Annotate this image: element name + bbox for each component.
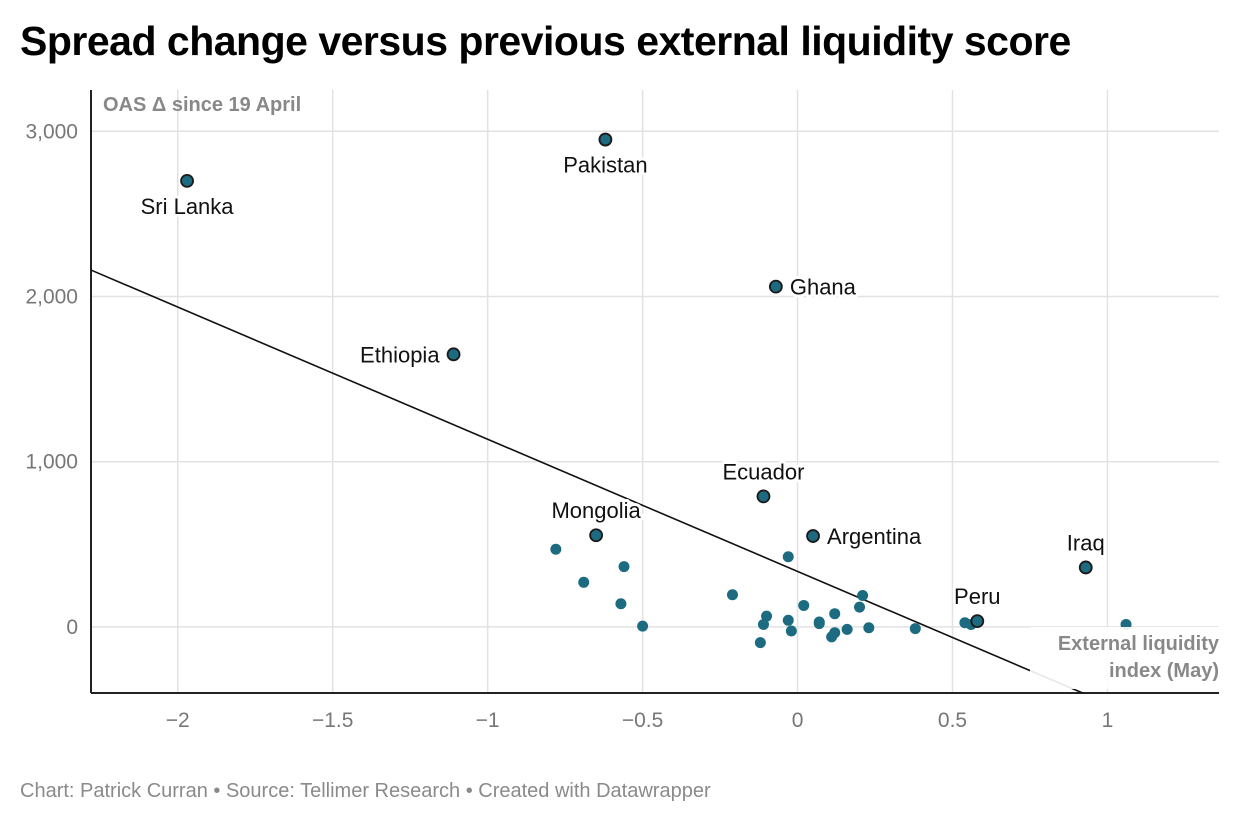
scatter-point <box>578 576 590 588</box>
scatter-point <box>726 589 738 601</box>
point-label: Ethiopia <box>360 342 440 367</box>
scatter-point <box>854 601 866 613</box>
labels-layer: Sri Lanka Pakistan Ghana Ethiopia Ecuador Mon… <box>138 150 1108 613</box>
scatter-point <box>618 561 630 573</box>
scatter-point <box>909 623 921 635</box>
scatter-point <box>841 623 853 635</box>
scatter-point <box>550 543 562 555</box>
footer-separator: • <box>460 780 479 802</box>
scatter-point <box>826 631 838 643</box>
labeled-point <box>598 132 613 147</box>
scatter-point <box>782 551 794 563</box>
labeled-point <box>180 173 194 188</box>
point-label: Ghana <box>790 275 857 300</box>
scatter-point <box>754 637 766 649</box>
x-tick-label: 0.5 <box>938 709 967 732</box>
chart-title: Spread change versus previous external l… <box>20 18 1071 64</box>
labeled-point <box>1078 560 1093 575</box>
created-with: Created with Datawrapper <box>478 780 711 802</box>
scatter-point <box>637 620 649 632</box>
x-tick-label: −0.5 <box>622 709 663 732</box>
points-layer <box>180 132 1132 649</box>
source-credit: Source: Tellimer Research <box>225 780 461 802</box>
scatter-point <box>857 590 869 602</box>
scatter-point <box>829 608 841 620</box>
y-axis-title: OAS Δ since 19 April <box>103 94 301 116</box>
grid-layer <box>91 90 1219 693</box>
labeled-point <box>756 489 771 504</box>
x-tick-label: −1 <box>476 709 500 732</box>
y-tick-label: 2,000 <box>25 286 78 309</box>
x-axis-title-line2: index (May) <box>1109 660 1219 682</box>
point-label: Mongolia <box>551 498 641 523</box>
footer-separator: • <box>207 780 226 802</box>
x-tick-label: 0 <box>792 709 804 732</box>
chart-credit: Chart: Patrick Curran <box>20 780 208 802</box>
scatter-point <box>782 614 794 626</box>
point-label: Iraq <box>1067 530 1105 555</box>
scatter-point <box>813 616 825 628</box>
scatter-point <box>757 618 769 630</box>
x-tick-label: −1.5 <box>312 709 353 732</box>
point-label: Argentina <box>827 524 922 549</box>
x-tick-label: −2 <box>166 709 190 732</box>
scatter-point <box>785 625 797 637</box>
scatter-point <box>615 598 627 610</box>
point-label: Ecuador <box>722 459 804 484</box>
scatter-point <box>761 610 773 622</box>
trend-line-layer <box>90 269 1083 694</box>
trend-line <box>90 269 1083 694</box>
scatter-point <box>798 599 810 611</box>
y-tick-label: 0 <box>66 616 78 639</box>
y-tick-label: 1,000 <box>25 451 78 474</box>
scatter-point <box>863 622 875 634</box>
point-label: Sri Lanka <box>141 194 235 219</box>
labeled-point <box>768 279 783 294</box>
x-axis-title: External liquidity index (May) <box>1030 627 1220 689</box>
labeled-point <box>806 529 820 543</box>
axis-layer: −2 −1.5 −1 −0.5 0 0.5 1 0 1,000 2,000 3,000 <box>25 90 1219 732</box>
labeled-point <box>446 347 461 362</box>
labeled-point <box>589 528 604 543</box>
x-tick-label: 1 <box>1102 709 1114 732</box>
chart-footer: Chart: Patrick Curran • Source: Tellimer… <box>20 780 711 803</box>
labeled-point <box>970 614 985 629</box>
y-tick-label: 3,000 <box>25 120 78 143</box>
point-label: Pakistan <box>563 153 647 178</box>
x-axis-title-line1: External liquidity <box>1058 633 1220 655</box>
point-label: Peru <box>954 584 1000 609</box>
